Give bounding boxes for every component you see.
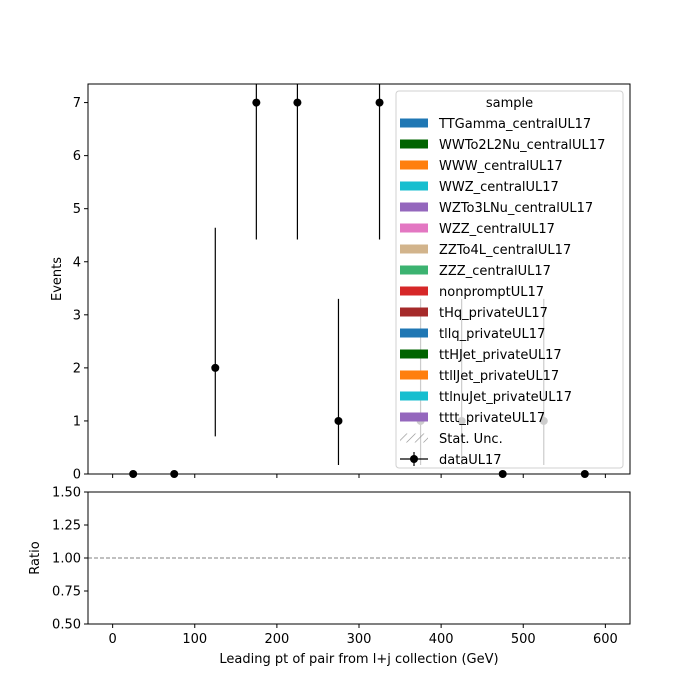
main-panel: sample TTGamma_centralUL17 WWTo2L2Nu_centr… bbox=[50, 83, 631, 483]
legend-swatch bbox=[400, 349, 428, 359]
legend-label: ZZZ_centralUL17 bbox=[439, 264, 551, 279]
legend-swatch bbox=[400, 391, 428, 401]
legend-label: ttllJet_privateUL17 bbox=[439, 369, 559, 384]
main-y-tick-label: 7 bbox=[73, 96, 81, 111]
legend-swatch bbox=[400, 370, 428, 380]
legend-label: WZTo3LNu_centralUL17 bbox=[439, 201, 593, 216]
ratio-y-ticks: 0.50 0.75 1.00 1.25 1.50 bbox=[52, 486, 88, 633]
main-y-tick-label: 6 bbox=[73, 149, 81, 164]
ratio-y-axis-label: Ratio bbox=[28, 541, 43, 574]
ratio-panel: 0 100 200 300 400 500 600 0.50 0.75 1.00 1.25 1.50… bbox=[28, 486, 631, 667]
data-point bbox=[211, 363, 220, 372]
legend-swatch bbox=[400, 286, 428, 296]
data-point bbox=[375, 98, 384, 107]
legend-marker bbox=[410, 455, 418, 463]
main-y-tick-label: 2 bbox=[73, 361, 81, 376]
legend-swatch bbox=[400, 244, 428, 254]
data-point bbox=[252, 98, 261, 107]
ratio-x-tick-label: 300 bbox=[347, 632, 372, 647]
legend-swatch bbox=[400, 412, 428, 422]
ratio-x-tick-label: 500 bbox=[511, 632, 536, 647]
legend-swatch-hatch bbox=[400, 433, 428, 443]
main-y-tick-label: 5 bbox=[73, 202, 81, 217]
main-x-ticks bbox=[112, 474, 606, 478]
legend: sample TTGamma_centralUL17 WWTo2L2Nu_centr… bbox=[395, 90, 624, 469]
legend-title: sample bbox=[486, 96, 533, 111]
legend-label: Stat. Unc. bbox=[439, 432, 503, 447]
legend-label: ttHJet_privateUL17 bbox=[439, 348, 562, 363]
x-axis-label: Leading pt of pair from l+j collection (… bbox=[219, 652, 498, 667]
legend-swatch bbox=[400, 160, 428, 170]
legend-swatch bbox=[400, 223, 428, 233]
main-y-ticks: 0 1 2 3 4 5 6 7 bbox=[73, 96, 88, 483]
legend-label: WZZ_centralUL17 bbox=[439, 222, 555, 237]
ratio-y-tick-label: 0.75 bbox=[52, 585, 81, 600]
legend-label: ttlnuJet_privateUL17 bbox=[439, 390, 572, 405]
legend-swatch bbox=[400, 181, 428, 191]
legend-label: tllq_privateUL17 bbox=[439, 327, 545, 342]
main-y-tick-label: 3 bbox=[73, 308, 81, 323]
legend-label: TTGamma_centralUL17 bbox=[438, 117, 591, 132]
legend-swatch bbox=[400, 118, 428, 128]
main-y-tick-label: 1 bbox=[73, 414, 81, 429]
ratio-x-ticks: 0 100 200 300 400 500 600 bbox=[108, 624, 618, 647]
ratio-x-tick-label: 100 bbox=[182, 632, 207, 647]
legend-label: tHq_privateUL17 bbox=[439, 306, 548, 321]
legend-swatch bbox=[400, 202, 428, 212]
legend-frame bbox=[395, 90, 624, 469]
data-point bbox=[334, 416, 343, 425]
ratio-x-tick-label: 400 bbox=[429, 632, 454, 647]
legend-swatch bbox=[400, 307, 428, 317]
ratio-y-tick-label: 1.50 bbox=[52, 486, 81, 501]
legend-label: WWW_centralUL17 bbox=[439, 159, 563, 174]
data-point bbox=[293, 98, 302, 107]
ratio-x-tick-label: 600 bbox=[593, 632, 618, 647]
ratio-x-tick-label: 0 bbox=[108, 632, 116, 647]
ratio-y-tick-label: 0.50 bbox=[52, 618, 81, 633]
legend-label: nonpromptUL17 bbox=[439, 285, 544, 300]
main-y-axis-label: Events bbox=[50, 257, 65, 301]
legend-label: tttt_privateUL17 bbox=[439, 411, 545, 426]
legend-label: ZZTo4L_centralUL17 bbox=[439, 243, 571, 258]
legend-label: dataUL17 bbox=[439, 453, 502, 468]
legend-swatch bbox=[400, 265, 428, 275]
ratio-y-tick-label: 1.00 bbox=[52, 552, 81, 567]
legend-label: WWTo2L2Nu_centralUL17 bbox=[439, 138, 605, 153]
legend-swatch bbox=[400, 328, 428, 338]
ratio-x-tick-label: 200 bbox=[264, 632, 289, 647]
legend-label: WWZ_centralUL17 bbox=[439, 180, 559, 195]
ratio-y-tick-label: 1.25 bbox=[52, 519, 81, 534]
main-y-tick-label: 4 bbox=[73, 255, 81, 270]
legend-swatch bbox=[400, 139, 428, 149]
main-y-tick-label: 0 bbox=[73, 468, 81, 483]
